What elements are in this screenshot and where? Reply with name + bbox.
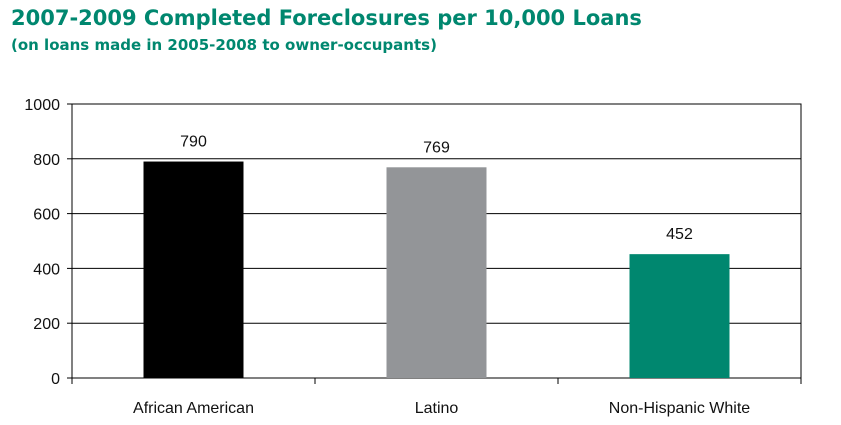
x-category-label: Non-Hispanic White: [609, 400, 750, 417]
bar: [143, 161, 244, 378]
y-tick-label: 0: [51, 371, 60, 388]
bar: [629, 254, 730, 378]
chart-title: 2007-2009 Completed Foreclosures per 10,…: [11, 6, 642, 30]
y-tick-label: 200: [33, 316, 60, 333]
bar: [386, 167, 487, 378]
y-tick-label: 1000: [24, 97, 60, 114]
y-tick-label: 600: [33, 207, 60, 224]
data-label: 452: [666, 226, 693, 243]
x-category-label: African American: [133, 400, 254, 417]
y-tick-label: 400: [33, 261, 60, 278]
x-category-label: Latino: [415, 400, 459, 417]
chart-subtitle: (on loans made in 2005-2008 to owner-occ…: [11, 36, 437, 54]
y-tick-label: 800: [33, 152, 60, 169]
data-label: 769: [423, 139, 450, 156]
data-label: 790: [180, 134, 207, 151]
